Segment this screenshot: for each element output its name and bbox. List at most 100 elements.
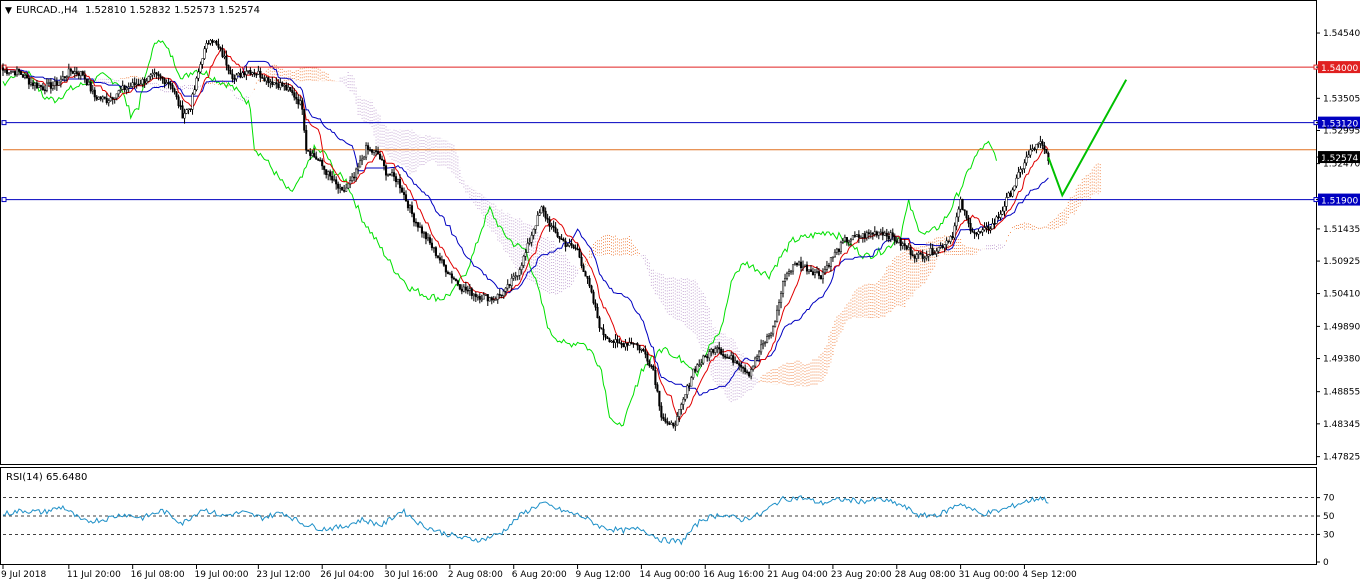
level-handle-left[interactable]	[1, 197, 7, 203]
y-tick-label: 1.48345	[1323, 420, 1360, 430]
candle-body	[271, 81, 274, 85]
candle-body	[492, 299, 495, 302]
y-tick-label: 1.52995	[1323, 126, 1360, 136]
candle-body	[813, 272, 817, 276]
candle-body	[343, 190, 346, 192]
candle-body	[1037, 143, 1040, 145]
candle-body	[672, 422, 675, 427]
candle-body	[325, 169, 328, 175]
candle-body	[652, 365, 655, 371]
candle-body	[121, 85, 124, 90]
candle-body	[295, 96, 298, 100]
candle-body	[141, 79, 144, 85]
candle-body	[628, 342, 631, 346]
candle-body	[69, 68, 72, 72]
candle-body	[365, 145, 368, 158]
menu-triangle-icon[interactable]: ▼	[5, 6, 12, 16]
candle-body	[610, 340, 613, 343]
candle-body	[536, 215, 539, 227]
candle-body	[720, 348, 723, 355]
candle-body	[227, 64, 230, 71]
candle-body	[1043, 145, 1046, 150]
candle-body	[21, 74, 24, 78]
horizontal-levels[interactable]	[1, 64, 1319, 203]
candle-body	[49, 82, 52, 89]
candle-body	[817, 271, 821, 276]
candle-body	[875, 231, 878, 236]
candle-body	[945, 240, 948, 245]
y-tick-label: 1.53505	[1323, 94, 1360, 104]
candle-body	[327, 171, 330, 175]
candle-body	[277, 83, 280, 88]
candle-body	[1039, 141, 1042, 144]
candle-body	[624, 343, 627, 348]
candle-body	[71, 71, 74, 74]
candle-body	[1029, 149, 1032, 156]
candle-body	[51, 85, 54, 89]
candle-body	[418, 226, 422, 229]
candle-body	[279, 82, 282, 88]
candle-body	[1045, 149, 1048, 154]
price-tag-1.52574[interactable]	[1318, 151, 1360, 164]
candle-body	[361, 158, 364, 162]
price-tag-1.53120[interactable]	[1318, 116, 1360, 129]
candle-body	[815, 271, 819, 273]
candle-body	[660, 405, 663, 418]
candle-body	[881, 231, 884, 236]
y-tick-label: 1.48855	[1323, 388, 1360, 398]
candle-body	[540, 206, 543, 214]
candle-body	[67, 68, 70, 78]
candle-body	[119, 89, 122, 91]
candle-body	[744, 367, 747, 373]
candle-body	[965, 210, 968, 219]
candle-body	[632, 343, 635, 345]
candle-body	[710, 349, 713, 352]
price-tag-1.54000[interactable]	[1318, 61, 1360, 74]
candle-body	[458, 284, 461, 290]
candle-body	[644, 350, 647, 355]
candle-body	[949, 236, 952, 242]
price-tag-1.51900[interactable]	[1318, 193, 1360, 206]
candle-body	[199, 64, 202, 73]
candle-body	[13, 71, 17, 76]
candle-body	[516, 275, 519, 277]
candle-body	[257, 70, 260, 75]
candle-body	[606, 336, 609, 339]
candle-body	[1025, 156, 1028, 164]
candle-body	[680, 404, 683, 410]
level-handle-left[interactable]	[1, 120, 7, 126]
candle-body	[953, 225, 956, 239]
x-tick-label: 16 Jul 08:00	[131, 570, 185, 580]
price-tag-label: 1.54000	[1321, 64, 1358, 74]
candle-body	[133, 82, 136, 86]
candle-body	[975, 232, 978, 235]
candle-body	[564, 240, 567, 247]
x-tick-label: 9 Aug 12:00	[576, 570, 631, 580]
candle-body	[153, 72, 156, 74]
candle-body	[297, 98, 300, 105]
candle-body	[674, 424, 677, 427]
candle-body	[969, 223, 972, 232]
candle-body	[760, 344, 763, 353]
candle-body	[584, 271, 587, 277]
candle-body	[373, 150, 376, 153]
candle-body	[430, 242, 433, 248]
candle-body	[588, 278, 591, 287]
time-axis[interactable]: 9 Jul 2018 11 Jul 20:00 16 Jul 08:00 19 Jul…	[1, 565, 1077, 580]
candle-body	[371, 149, 374, 153]
candle-body	[498, 294, 501, 296]
candle-body	[203, 48, 206, 59]
candle-body	[841, 240, 844, 243]
candle-body	[740, 364, 743, 368]
candle-body	[416, 222, 420, 228]
candle-body	[891, 232, 894, 237]
ichimoku-lines	[2, 39, 1049, 427]
y-tick-label: 1.47825	[1323, 453, 1360, 463]
candle-body	[263, 78, 266, 82]
candle-body	[1033, 148, 1036, 150]
rsi-tick-label: 0	[1323, 558, 1329, 568]
price-tag-label: 1.53120	[1321, 120, 1358, 130]
candle-body	[907, 247, 910, 250]
